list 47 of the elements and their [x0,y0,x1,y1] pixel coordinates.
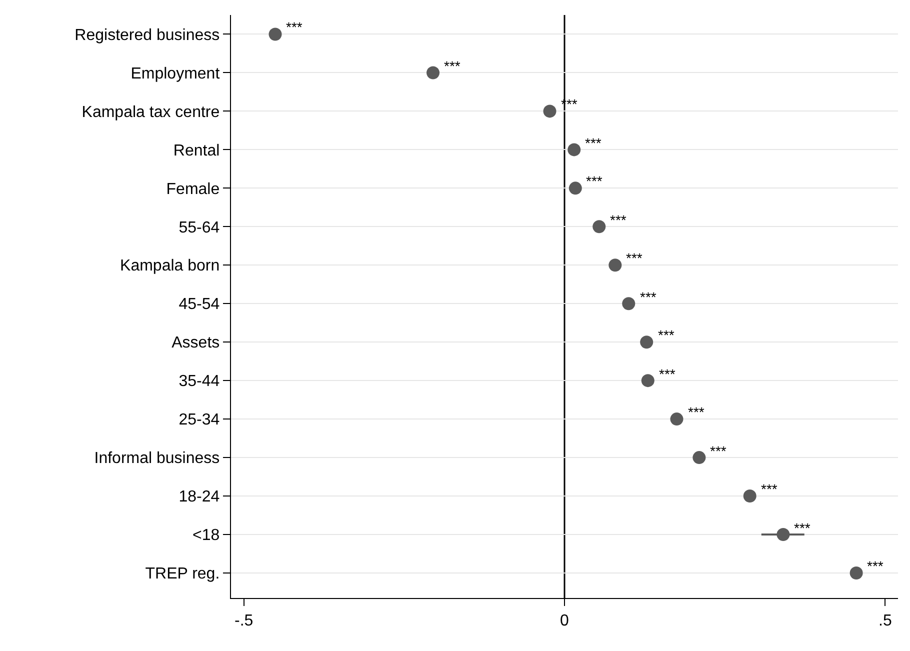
annotation: *** [286,19,303,35]
y-tick-label: 55-64 [178,219,220,236]
y-tick-label: Assets [172,334,220,352]
annotation: *** [610,212,627,228]
point [622,297,636,310]
annotation: *** [585,135,602,151]
point [568,143,581,156]
annotation: *** [710,443,727,459]
point [268,28,282,41]
annotation: *** [794,520,811,536]
y-tick-label: 25-34 [178,412,220,429]
annotation: *** [640,289,657,305]
point [640,336,654,349]
point [776,528,790,541]
y-tick-label: Kampala born [120,258,220,275]
point [670,412,684,426]
x-tick-label: -.5 [234,612,254,630]
annotation: *** [658,327,675,343]
point [692,451,706,464]
point [543,104,556,118]
y-tick-label: Kampala tax centre [82,104,220,121]
y-tick-label: 18-24 [178,488,220,506]
point [568,182,582,195]
annotation: *** [659,366,676,382]
x-tick-label: .5 [878,612,892,630]
annotation: *** [586,173,603,189]
point [592,220,606,234]
y-tick-label: Rental [173,142,220,160]
annotation: *** [761,481,778,497]
y-tick-label: 45-54 [178,296,220,314]
y-tick-label: <18 [192,527,220,544]
y-tick-label: Employment [130,65,220,82]
point [743,490,756,503]
y-tick-label: Female [166,180,220,198]
y-tick-label: TREP reg. [145,566,220,583]
y-tick-label: Informal business [94,450,220,468]
point [426,66,440,80]
annotation: *** [867,558,884,574]
annotation: *** [626,250,643,266]
annotation: *** [688,404,705,420]
y-tick-label: Registered business [74,26,220,44]
point [850,566,863,580]
point [641,374,654,388]
x-tick-label: 0 [560,612,570,630]
point [608,258,622,272]
y-tick-label: 35-44 [178,373,220,390]
annotation: *** [444,58,461,74]
